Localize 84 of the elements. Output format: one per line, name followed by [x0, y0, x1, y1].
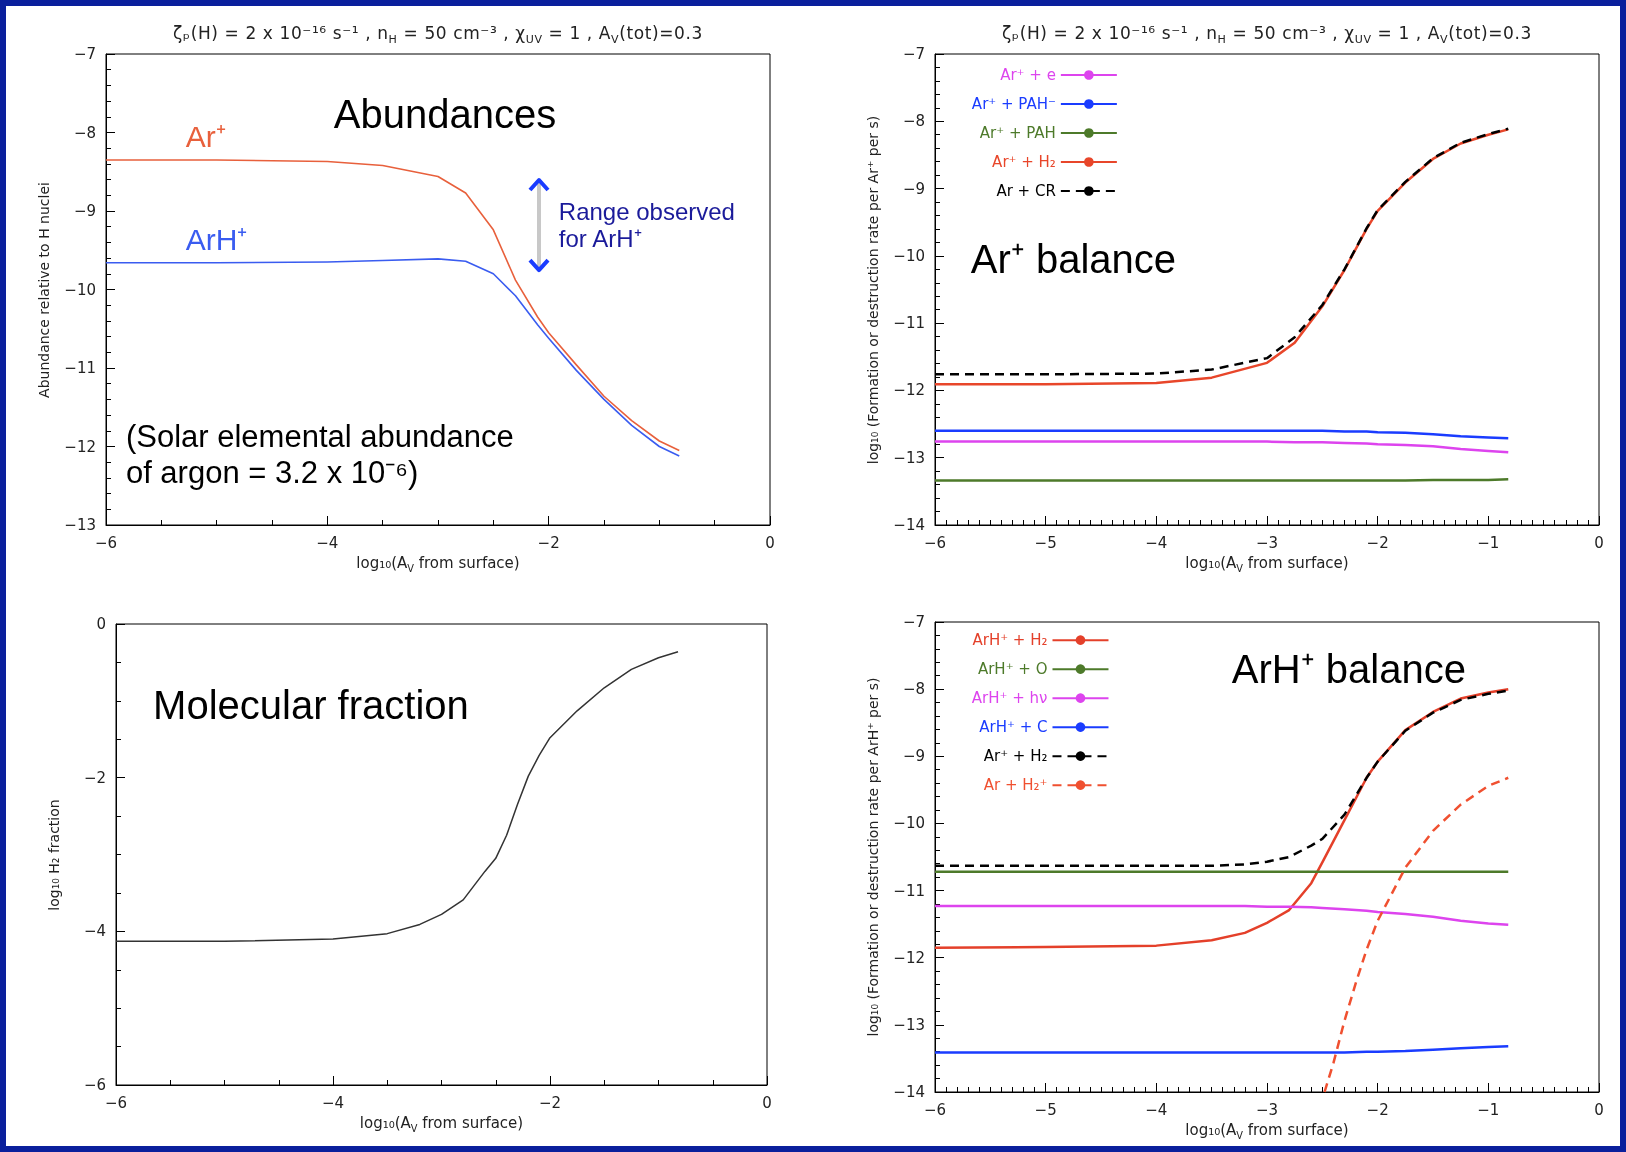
x-tick-label: −4 — [1145, 1100, 1168, 1119]
y-tick-label: −11 — [893, 881, 925, 900]
x-axis-title: log₁₀(A$_{V}$ from surface) — [355, 554, 521, 575]
legend-label: Ar⁺ + PAH — [979, 123, 1056, 142]
y-tick-label: −8 — [902, 112, 925, 131]
x-tick-label: −6 — [923, 1100, 947, 1119]
x-tick-label: −5 — [1034, 533, 1057, 552]
x-axis-title: log₁₀(A$_{V}$ from surface) — [1184, 554, 1350, 575]
y-tick-label: −12 — [893, 948, 925, 967]
chart-title: ζₚ(H) = 2 x 10⁻¹⁶ s⁻¹ , n$_{H}$ = 50 cm⁻³ , χ$_{UV}$ = 1 , A$_{V}$(tot)=0.3 — [172, 23, 704, 48]
legend-label: Ar + H₂⁺ — [983, 776, 1048, 795]
y-tick-label: −6 — [83, 1076, 106, 1094]
x-tick-label: 0 — [762, 1093, 772, 1112]
legend-label: Ar + CR — [996, 181, 1056, 200]
x-tick-label: −4 — [316, 533, 339, 552]
line-series — [933, 429, 1510, 440]
y-tick-label: −7 — [73, 45, 96, 63]
x-tick-label: −2 — [1366, 533, 1389, 552]
y-axis-title: Abundance relative to H nuclei — [35, 181, 53, 398]
y-tick-label: −13 — [893, 448, 925, 467]
line-series — [933, 1045, 1510, 1054]
y-tick-label: −7 — [902, 45, 925, 63]
y-tick-label: −10 — [893, 814, 925, 833]
y-tick-label: −10 — [64, 280, 96, 299]
x-axis-title: log₁₀(A$_{V}$ from surface) — [1184, 1121, 1350, 1142]
legend-label: Ar⁺ + e — [1000, 65, 1056, 84]
x-tick-label: −6 — [104, 1093, 128, 1112]
y-tick-label: −11 — [64, 359, 96, 377]
y-tick-label: 0 — [96, 615, 106, 633]
y-axis-title: log₁₀ (Formation or destruction rate per ArH⁺ per s) — [864, 677, 882, 1037]
annotation: Range observed for ArH⁺ — [558, 197, 736, 253]
legend-label: ArH⁺ + hν — [971, 689, 1048, 708]
annotation: Ar⁺ balance — [970, 235, 1177, 282]
y-tick-label: −10 — [893, 246, 925, 265]
series-label: Ar⁺ — [185, 119, 226, 155]
legend-label: Ar⁺ + H₂ — [983, 747, 1048, 766]
annotation: (Solar elemental abundance of argon = 3.2 x 10⁻⁶) — [125, 419, 515, 491]
y-tick-label: −11 — [893, 314, 925, 333]
x-tick-label: −2 — [1366, 1100, 1389, 1119]
chart-title: ζₚ(H) = 2 x 10⁻¹⁶ s⁻¹ , n$_{H}$ = 50 cm⁻³ , χ$_{UV}$ = 1 , A$_{V}$(tot)=0.3 — [1001, 23, 1533, 48]
y-tick-label: −13 — [64, 516, 96, 534]
x-axis-title: log₁₀(A$_{V}$ from surface) — [358, 1114, 525, 1135]
y-axis-title: log₁₀ H₂ fraction — [45, 798, 63, 911]
x-tick-label: −4 — [321, 1093, 345, 1112]
legend-label: ArH⁺ + C — [979, 718, 1048, 737]
y-tick-label: −2 — [83, 768, 106, 787]
y-tick-label: −12 — [893, 381, 925, 400]
x-tick-label: −2 — [538, 1093, 562, 1112]
legend-label: ArH⁺ + O — [977, 660, 1048, 679]
y-tick-label: −8 — [73, 123, 96, 142]
x-tick-label: 0 — [1594, 533, 1604, 552]
legend-label: Ar⁺ + H₂ — [992, 152, 1056, 171]
y-tick-label: −13 — [893, 1015, 925, 1034]
y-tick-label: −14 — [893, 516, 925, 534]
x-tick-label: −1 — [1477, 1100, 1500, 1119]
y-tick-label: −9 — [902, 179, 925, 198]
y-tick-label: −12 — [64, 437, 96, 456]
x-tick-label: −5 — [1034, 1100, 1057, 1119]
x-tick-label: −2 — [537, 533, 560, 552]
line-series — [1323, 776, 1510, 1094]
line-series — [115, 650, 679, 943]
series-label: ArH⁺ — [185, 222, 248, 258]
line-series — [933, 440, 1510, 454]
x-tick-label: −1 — [1477, 533, 1500, 552]
y-tick-label: −7 — [902, 613, 925, 631]
annotation: Abundances — [333, 90, 557, 137]
x-tick-label: −3 — [1255, 533, 1279, 552]
y-axis-title: log₁₀ (Formation or destruction rate per Ar⁺ per s) — [864, 115, 882, 464]
annotation: ArH⁺ balance — [1231, 645, 1466, 692]
y-tick-label: −9 — [902, 747, 925, 766]
line-series — [933, 904, 1510, 927]
y-tick-label: −8 — [902, 680, 925, 699]
x-tick-label: 0 — [1594, 1100, 1604, 1119]
legend-label: ArH⁺ + H₂ — [972, 631, 1048, 650]
x-tick-label: −6 — [923, 533, 947, 552]
y-tick-label: −14 — [893, 1083, 925, 1101]
y-tick-label: −4 — [83, 922, 106, 941]
annotation: Molecular fraction — [153, 682, 469, 729]
legend-label: Ar⁺ + PAH⁻ — [971, 94, 1056, 113]
x-tick-label: −4 — [1145, 533, 1168, 552]
line-series — [105, 258, 681, 457]
x-tick-label: −3 — [1255, 1100, 1279, 1119]
y-tick-label: −9 — [73, 202, 96, 220]
x-tick-label: 0 — [765, 533, 775, 552]
